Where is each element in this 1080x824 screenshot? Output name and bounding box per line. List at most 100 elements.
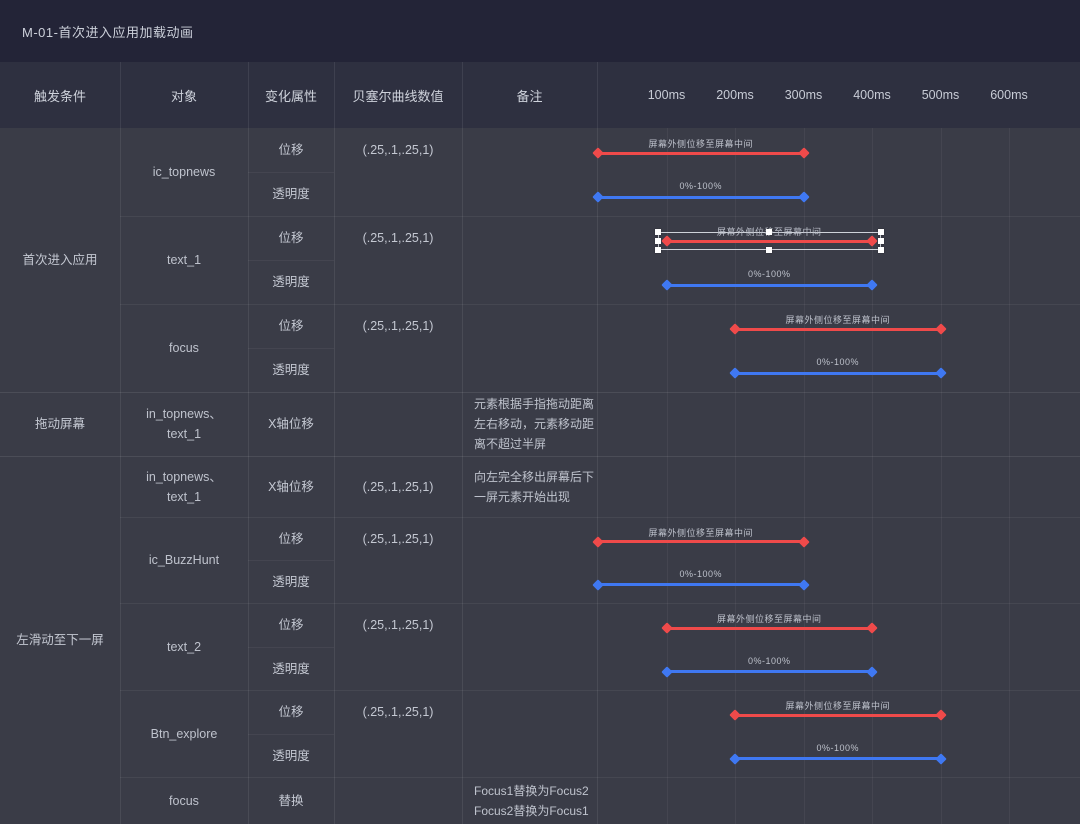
- trigger-cell: 首次进入应用: [22, 253, 98, 267]
- bar-start-keyframe-icon[interactable]: [729, 323, 741, 335]
- object-cell: focus: [169, 341, 199, 355]
- timeline-tick-label: 300ms: [784, 88, 823, 102]
- bar-start-keyframe-icon[interactable]: [592, 191, 604, 203]
- property-cell: 位移: [278, 231, 304, 245]
- timeline-bar[interactable]: [735, 371, 941, 375]
- column-divider: [597, 62, 598, 824]
- bar-start-keyframe-icon[interactable]: [592, 147, 604, 159]
- object-cell: Btn_explore: [150, 726, 218, 741]
- property-cell: 透明度: [272, 661, 310, 676]
- timeline-bar[interactable]: [598, 195, 804, 199]
- bar-start-keyframe-icon[interactable]: [660, 665, 673, 678]
- property-cell: 位移: [278, 531, 304, 546]
- timeline-bar[interactable]: [666, 626, 872, 630]
- page-title: M-01-首次进入应用加载动画: [22, 24, 194, 40]
- bar-start-keyframe-icon[interactable]: [729, 752, 741, 765]
- bezier-value-cell: (.25,.1,.25,1): [362, 479, 434, 494]
- bar-start-keyframe-icon[interactable]: [660, 279, 673, 291]
- note-cell: 元素根据手指拖动距离 左右移动，元素移动距 离不超过半屏: [474, 397, 595, 451]
- column-header-trigger: 触发条件: [33, 88, 86, 104]
- selection-handle[interactable]: [878, 229, 884, 235]
- bar-end-keyframe-icon[interactable]: [797, 147, 810, 159]
- bar-end-keyframe-icon[interactable]: [866, 622, 878, 634]
- timeline-bar[interactable]: [598, 540, 804, 543]
- bar-end-keyframe-icon[interactable]: [934, 752, 947, 765]
- note-cell: Focus1替换为Focus2 Focus2替换为Focus1: [474, 783, 589, 818]
- trigger-cell: 拖动屏幕: [34, 417, 85, 431]
- object-cell: text_1: [166, 253, 202, 267]
- selection-handle[interactable]: [766, 247, 773, 253]
- object-cell: ic_BuzzHunt: [148, 553, 220, 567]
- timeline-tick-label: 100ms: [647, 88, 686, 102]
- timeline-bar[interactable]: [598, 583, 804, 586]
- timeline-tick-label: 500ms: [921, 88, 960, 102]
- bar-end-keyframe-icon[interactable]: [797, 191, 810, 203]
- property-cell: 位移: [278, 618, 304, 632]
- timeline-bar[interactable]: [666, 283, 872, 287]
- bar-label: 0%-100%: [747, 269, 791, 279]
- selection-handle[interactable]: [878, 238, 884, 244]
- bar-start-keyframe-icon[interactable]: [592, 578, 604, 591]
- timeline-tick-label: 600ms: [990, 88, 1028, 102]
- timeline-bar[interactable]: [666, 670, 872, 673]
- bar-start-keyframe-icon[interactable]: [729, 367, 741, 379]
- bar-label: 0%-100%: [816, 742, 860, 753]
- bar-label: 屏幕外侧位移至屏幕中间: [648, 527, 754, 538]
- property-cell: 位移: [278, 705, 304, 719]
- bar-label: 0%-100%: [679, 568, 723, 579]
- timeline-bar[interactable]: [735, 713, 941, 717]
- property-cell: 透明度: [272, 574, 310, 589]
- column-header-note: 备注: [516, 88, 543, 104]
- property-cell: 透明度: [272, 187, 310, 201]
- column-header-object: 对象: [170, 88, 197, 104]
- column-header-row: 触发条件 对象 变化属性 贝塞尔曲线数值 备注 100ms 200ms 300ms 4…: [0, 62, 1080, 128]
- selection-handle[interactable]: [654, 247, 661, 253]
- timeline-gridline: [1009, 128, 1010, 824]
- timeline-bar[interactable]: [598, 151, 804, 155]
- bar-label: 屏幕外侧位移至屏幕中间: [648, 139, 754, 149]
- trigger-cell: 左滑动至下一屏: [16, 633, 104, 647]
- bar-start-keyframe-icon[interactable]: [660, 622, 673, 634]
- bar-label: 0%-100%: [679, 181, 723, 191]
- timeline-bar[interactable]: [735, 757, 941, 760]
- property-cell: 透明度: [272, 363, 310, 377]
- timeline-tick-label: 200ms: [716, 88, 754, 102]
- bar-end-keyframe-icon[interactable]: [866, 279, 878, 291]
- bar-label: 屏幕外侧位移至屏幕中间: [716, 614, 822, 624]
- selection-handle[interactable]: [878, 247, 884, 253]
- bezier-value-cell: (.25,.1,.25,1): [362, 319, 434, 333]
- selection-handle[interactable]: [766, 229, 773, 235]
- bar-start-keyframe-icon[interactable]: [729, 709, 741, 721]
- bar-end-keyframe-icon[interactable]: [797, 578, 810, 591]
- bar-label: 0%-100%: [816, 357, 860, 367]
- timeline-bar[interactable]: [735, 327, 941, 331]
- property-cell: X轴位移: [268, 479, 314, 494]
- column-header-property: 变化属性: [264, 88, 317, 104]
- bar-end-keyframe-icon[interactable]: [934, 367, 947, 379]
- object-cell: text_2: [166, 639, 202, 654]
- bar-start-keyframe-icon[interactable]: [592, 535, 604, 548]
- bar-label: 屏幕外侧位移至屏幕中间: [785, 315, 891, 325]
- property-cell: 透明度: [272, 275, 310, 289]
- bar-label: 0%-100%: [747, 655, 791, 666]
- property-cell: 透明度: [272, 748, 310, 763]
- selection-handle[interactable]: [654, 238, 661, 244]
- bezier-value-cell: (.25,.1,.25,1): [362, 705, 434, 719]
- bar-end-keyframe-icon[interactable]: [934, 709, 947, 721]
- column-header-bezier: 贝塞尔曲线数值: [352, 88, 444, 104]
- object-cell: ic_topnews: [152, 165, 216, 179]
- bar-end-keyframe-icon[interactable]: [934, 323, 947, 335]
- timeline-bar[interactable]: [666, 239, 872, 243]
- bar-end-keyframe-icon[interactable]: [797, 535, 810, 548]
- bezier-value-cell: (.25,.1,.25,1): [362, 231, 434, 245]
- bar-end-keyframe-icon[interactable]: [866, 665, 878, 678]
- object-cell: in_topnews、text_1: [146, 469, 222, 504]
- object-cell: in_topnews、text_1: [146, 407, 222, 441]
- bezier-value-cell: (.25,.1,.25,1): [362, 618, 434, 632]
- property-cell: X轴位移: [268, 417, 314, 431]
- title-bar: M-01-首次进入应用加载动画: [0, 0, 1080, 62]
- timeline-tick-label: 400ms: [853, 88, 891, 102]
- selection-handle[interactable]: [654, 229, 661, 235]
- property-cell: 替换: [278, 793, 304, 808]
- property-cell: 位移: [278, 319, 304, 333]
